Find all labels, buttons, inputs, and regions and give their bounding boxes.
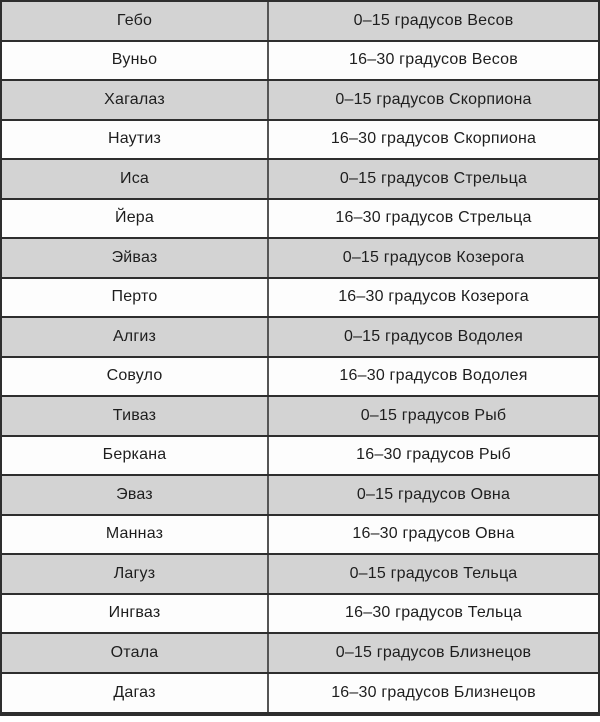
table-row: Совуло 16–30 градусов Водолея (1, 355, 599, 397)
degrees-cell: 16–30 градусов Рыб (267, 434, 599, 476)
table-row: Отала 0–15 градусов Близнецов (1, 632, 599, 674)
table-row: Эваз 0–15 градусов Овна (1, 474, 599, 516)
rune-name-cell: Дагаз (1, 671, 268, 715)
degrees-cell: 16–30 градусов Овна (267, 513, 599, 555)
degrees-cell: 0–15 градусов Близнецов (267, 632, 599, 674)
table-row: Ингваз 16–30 градусов Тельца (1, 592, 599, 634)
table-row: Лагуз 0–15 градусов Тельца (1, 553, 599, 595)
table-row: Гебо 0–15 градусов Весов (1, 0, 599, 42)
degrees-cell: 0–15 градусов Весов (267, 0, 599, 42)
degrees-cell: 0–15 градусов Водолея (267, 316, 599, 358)
table-row: Иса 0–15 градусов Стрельца (1, 158, 599, 200)
rune-name-cell: Алгиз (1, 316, 268, 358)
table-row: Наутиз 16–30 градусов Скорпиона (1, 118, 599, 160)
rune-name-cell: Манназ (1, 513, 268, 555)
degrees-cell: 0–15 градусов Стрельца (267, 158, 599, 200)
rune-name-cell: Иса (1, 158, 268, 200)
rune-name-cell: Вуньо (1, 39, 268, 81)
degrees-cell: 16–30 градусов Весов (267, 39, 599, 81)
table-row: Манназ 16–30 градусов Овна (1, 513, 599, 555)
rune-name-cell: Совуло (1, 355, 268, 397)
table-row: Йера 16–30 градусов Стрельца (1, 197, 599, 239)
rune-name-cell: Гебо (1, 0, 268, 42)
rune-name-cell: Ингваз (1, 592, 268, 634)
rune-name-cell: Тиваз (1, 395, 268, 437)
table-row: Дагаз 16–30 градусов Близнецов (1, 671, 599, 715)
table-row: Тиваз 0–15 градусов Рыб (1, 395, 599, 437)
rune-name-cell: Эйваз (1, 237, 268, 279)
rune-name-cell: Йера (1, 197, 268, 239)
table-row: Беркана 16–30 градусов Рыб (1, 434, 599, 476)
rune-name-cell: Лагуз (1, 553, 268, 595)
degrees-cell: 16–30 градусов Водолея (267, 355, 599, 397)
table-row: Перто 16–30 градусов Козерога (1, 276, 599, 318)
table-row: Хагалаз 0–15 градусов Скорпиона (1, 79, 599, 121)
degrees-cell: 16–30 градусов Скорпиона (267, 118, 599, 160)
rune-name-cell: Перто (1, 276, 268, 318)
degrees-cell: 16–30 градусов Тельца (267, 592, 599, 634)
degrees-cell: 0–15 градусов Скорпиона (267, 79, 599, 121)
degrees-cell: 0–15 градусов Тельца (267, 553, 599, 595)
table-row: Алгиз 0–15 градусов Водолея (1, 316, 599, 358)
rune-name-cell: Отала (1, 632, 268, 674)
rune-name-cell: Эваз (1, 474, 268, 516)
degrees-cell: 0–15 градусов Рыб (267, 395, 599, 437)
rune-name-cell: Наутиз (1, 118, 268, 160)
table-row: Эйваз 0–15 градусов Козерога (1, 237, 599, 279)
rune-name-cell: Хагалаз (1, 79, 268, 121)
table-row: Вуньо 16–30 градусов Весов (1, 39, 599, 81)
degrees-cell: 16–30 градусов Козерога (267, 276, 599, 318)
degrees-cell: 0–15 градусов Козерога (267, 237, 599, 279)
degrees-cell: 16–30 градусов Близнецов (267, 671, 599, 715)
degrees-cell: 16–30 градусов Стрельца (267, 197, 599, 239)
degrees-cell: 0–15 градусов Овна (267, 474, 599, 516)
rune-name-cell: Беркана (1, 434, 268, 476)
